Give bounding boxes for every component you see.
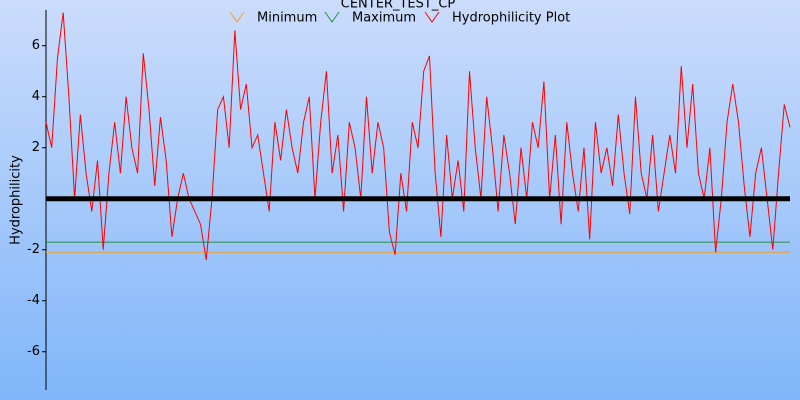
legend-icon <box>229 11 245 23</box>
legend-icon <box>324 11 340 23</box>
y-tick-label: -6 <box>27 344 40 359</box>
y-axis-label: Hydrophilicity <box>9 155 24 245</box>
y-tick-label: 2 <box>32 140 40 155</box>
y-tick-label: 4 <box>32 89 40 104</box>
legend-label: Minimum <box>257 11 317 26</box>
series-line <box>45 12 791 261</box>
legend-label: Maximum <box>352 11 416 26</box>
y-tick-label: -2 <box>27 242 40 257</box>
legend-icon <box>424 11 440 23</box>
y-tick-label: 6 <box>32 38 40 53</box>
chart-title: CENTER_TEST_CP <box>341 0 456 12</box>
legend-label: Hydrophilicity Plot <box>452 11 570 26</box>
y-tick-label: -4 <box>27 293 40 308</box>
